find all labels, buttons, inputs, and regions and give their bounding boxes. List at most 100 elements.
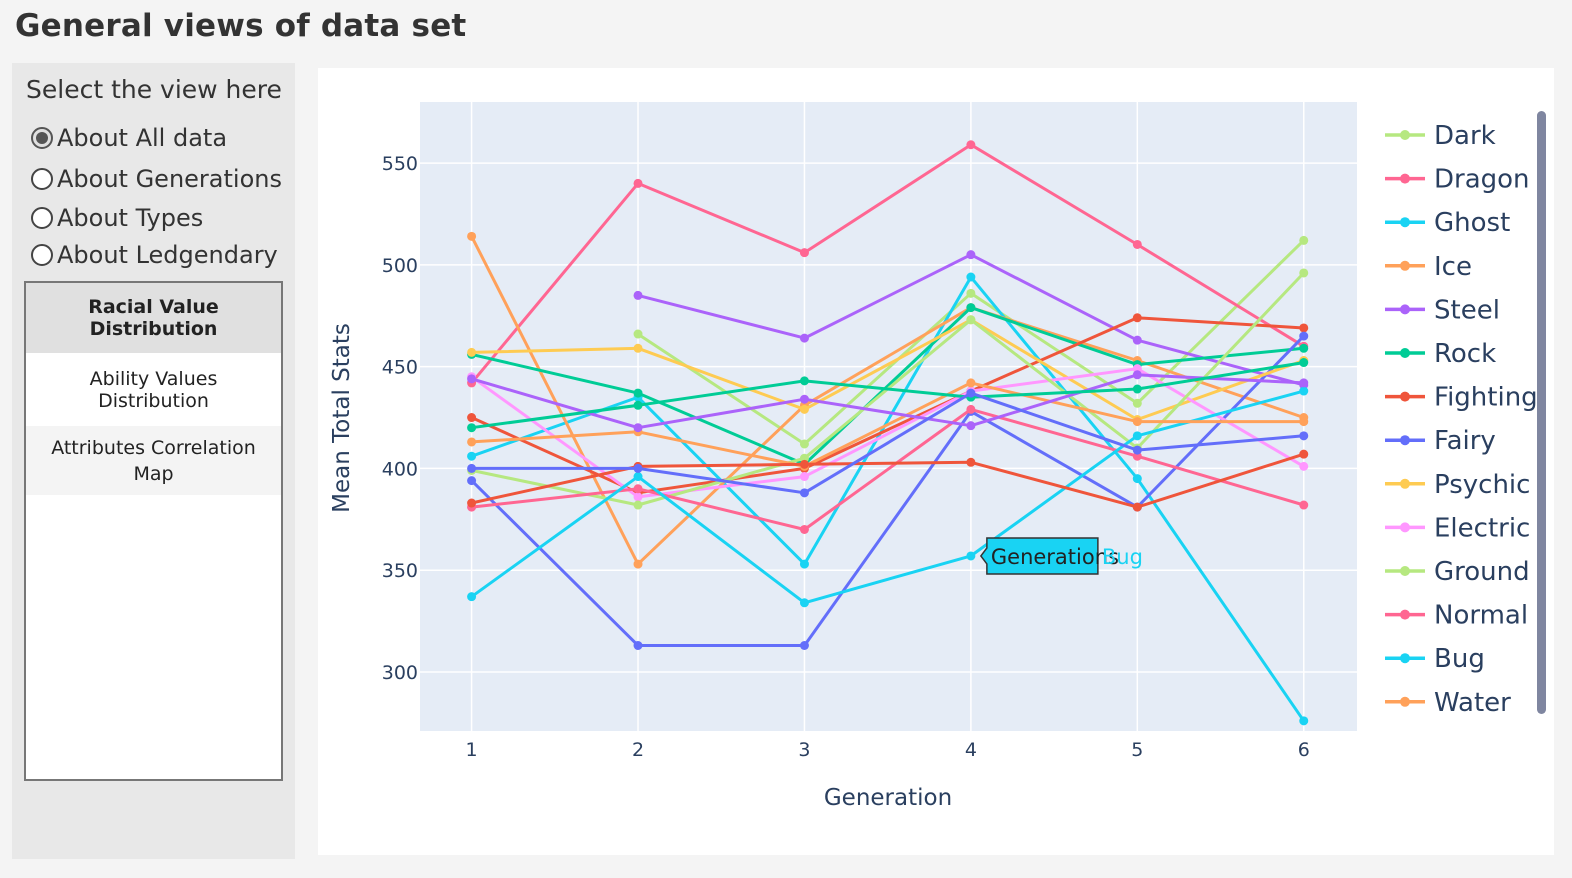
data-point[interactable] — [467, 451, 477, 461]
legend-item-dark[interactable]: Dark — [1385, 121, 1496, 151]
legend-item-fairy[interactable]: Fairy — [1385, 426, 1496, 456]
data-point[interactable] — [1132, 398, 1142, 408]
data-point[interactable] — [799, 404, 809, 414]
data-point[interactable] — [1132, 313, 1142, 323]
radio-about-generations[interactable]: About Generations — [31, 164, 282, 194]
data-point[interactable] — [633, 500, 643, 510]
data-point[interactable] — [1299, 449, 1309, 459]
data-point[interactable] — [1299, 268, 1309, 278]
data-point[interactable] — [467, 413, 477, 423]
radio-about-ledgendary[interactable]: About Ledgendary — [31, 240, 278, 270]
data-point[interactable] — [966, 315, 976, 325]
data-point[interactable] — [633, 484, 643, 494]
data-point[interactable] — [633, 388, 643, 398]
data-point[interactable] — [799, 641, 809, 651]
line-chart[interactable]: 300 350 400 450 500 550 1 2 3 4 5 6 Mean Total Stat… — [318, 68, 1554, 855]
data-point[interactable] — [633, 492, 643, 502]
legend-item-rock[interactable]: Rock — [1385, 339, 1496, 369]
data-point[interactable] — [799, 488, 809, 498]
data-point[interactable] — [799, 524, 809, 534]
radio-about-types[interactable]: About Types — [31, 203, 203, 233]
radio-about-all-data[interactable]: About All data — [31, 123, 227, 153]
data-point[interactable] — [633, 641, 643, 651]
tab-ability-values-distribution[interactable]: Ability Values Distribution — [26, 353, 281, 426]
data-point[interactable] — [1299, 716, 1309, 726]
radio-unchecked-icon[interactable] — [31, 168, 53, 190]
legend-item-ghost[interactable]: Ghost — [1385, 208, 1510, 238]
data-point[interactable] — [633, 463, 643, 473]
legend-item-steel[interactable]: Steel — [1385, 295, 1500, 325]
data-point[interactable] — [966, 288, 976, 298]
data-point[interactable] — [966, 303, 976, 313]
data-point[interactable] — [633, 343, 643, 353]
legend-item-electric[interactable]: Electric — [1385, 513, 1530, 543]
data-point[interactable] — [1299, 500, 1309, 510]
data-point[interactable] — [799, 459, 809, 469]
legend-item-fighting[interactable]: Fighting — [1385, 383, 1538, 413]
legend-item-ice[interactable]: Ice — [1385, 252, 1472, 282]
data-point[interactable] — [799, 333, 809, 343]
series-normal[interactable] — [467, 404, 1309, 534]
data-point[interactable] — [1132, 502, 1142, 512]
data-point[interactable] — [966, 457, 976, 467]
data-point[interactable] — [467, 374, 477, 384]
legend-item-bug[interactable]: Bug — [1385, 644, 1485, 674]
data-point[interactable] — [1299, 386, 1309, 396]
data-point[interactable] — [1132, 239, 1142, 249]
data-point[interactable] — [467, 463, 477, 473]
legend-item-psychic[interactable]: Psychic — [1385, 470, 1530, 500]
legend-item-dragon[interactable]: Dragon — [1385, 165, 1530, 195]
data-point[interactable] — [799, 394, 809, 404]
data-point[interactable] — [799, 248, 809, 258]
data-point[interactable] — [633, 423, 643, 433]
tab-attributes-correlation-map[interactable]: Attributes Correlation Map — [26, 426, 281, 495]
data-point[interactable] — [633, 290, 643, 300]
data-point[interactable] — [966, 250, 976, 260]
data-point[interactable] — [966, 388, 976, 398]
data-point[interactable] — [1299, 358, 1309, 368]
data-point[interactable] — [1132, 417, 1142, 427]
data-point[interactable] — [799, 376, 809, 386]
data-point[interactable] — [1132, 431, 1142, 441]
series-unlabeled-14[interactable] — [467, 370, 1309, 433]
data-point[interactable] — [1132, 384, 1142, 394]
data-point[interactable] — [633, 178, 643, 188]
data-point[interactable] — [1299, 235, 1309, 245]
data-point[interactable] — [1299, 461, 1309, 471]
data-point[interactable] — [1299, 323, 1309, 333]
data-point[interactable] — [1132, 370, 1142, 380]
data-point[interactable] — [1299, 331, 1309, 341]
data-point[interactable] — [966, 551, 976, 561]
radio-unchecked-icon[interactable] — [31, 244, 53, 266]
data-point[interactable] — [1299, 343, 1309, 353]
data-point[interactable] — [467, 476, 477, 486]
data-point[interactable] — [467, 592, 477, 602]
legend-scrollbar[interactable] — [1537, 111, 1546, 714]
data-point[interactable] — [799, 439, 809, 449]
data-point[interactable] — [799, 559, 809, 569]
tab-racial-value-distribution[interactable]: Racial Value Distribution — [26, 283, 281, 353]
radio-checked-icon[interactable] — [31, 127, 53, 149]
series-unlabeled-17[interactable] — [467, 388, 1309, 498]
data-point[interactable] — [1299, 431, 1309, 441]
data-point[interactable] — [799, 598, 809, 608]
data-point[interactable] — [633, 329, 643, 339]
data-point[interactable] — [1299, 378, 1309, 388]
data-point[interactable] — [467, 231, 477, 241]
data-point[interactable] — [799, 472, 809, 482]
data-point[interactable] — [1132, 445, 1142, 455]
data-point[interactable] — [966, 140, 976, 150]
data-point[interactable] — [1132, 335, 1142, 345]
series-bug[interactable] — [467, 386, 1309, 608]
data-point[interactable] — [633, 559, 643, 569]
data-point[interactable] — [1132, 474, 1142, 484]
data-point[interactable] — [467, 498, 477, 508]
radio-unchecked-icon[interactable] — [31, 207, 53, 229]
legend-item-normal[interactable]: Normal — [1385, 601, 1528, 631]
data-point[interactable] — [467, 347, 477, 357]
data-point[interactable] — [966, 404, 976, 414]
data-point[interactable] — [633, 400, 643, 410]
legend-item-ground[interactable]: Ground — [1385, 557, 1530, 587]
data-point[interactable] — [467, 437, 477, 447]
data-point[interactable] — [966, 272, 976, 282]
